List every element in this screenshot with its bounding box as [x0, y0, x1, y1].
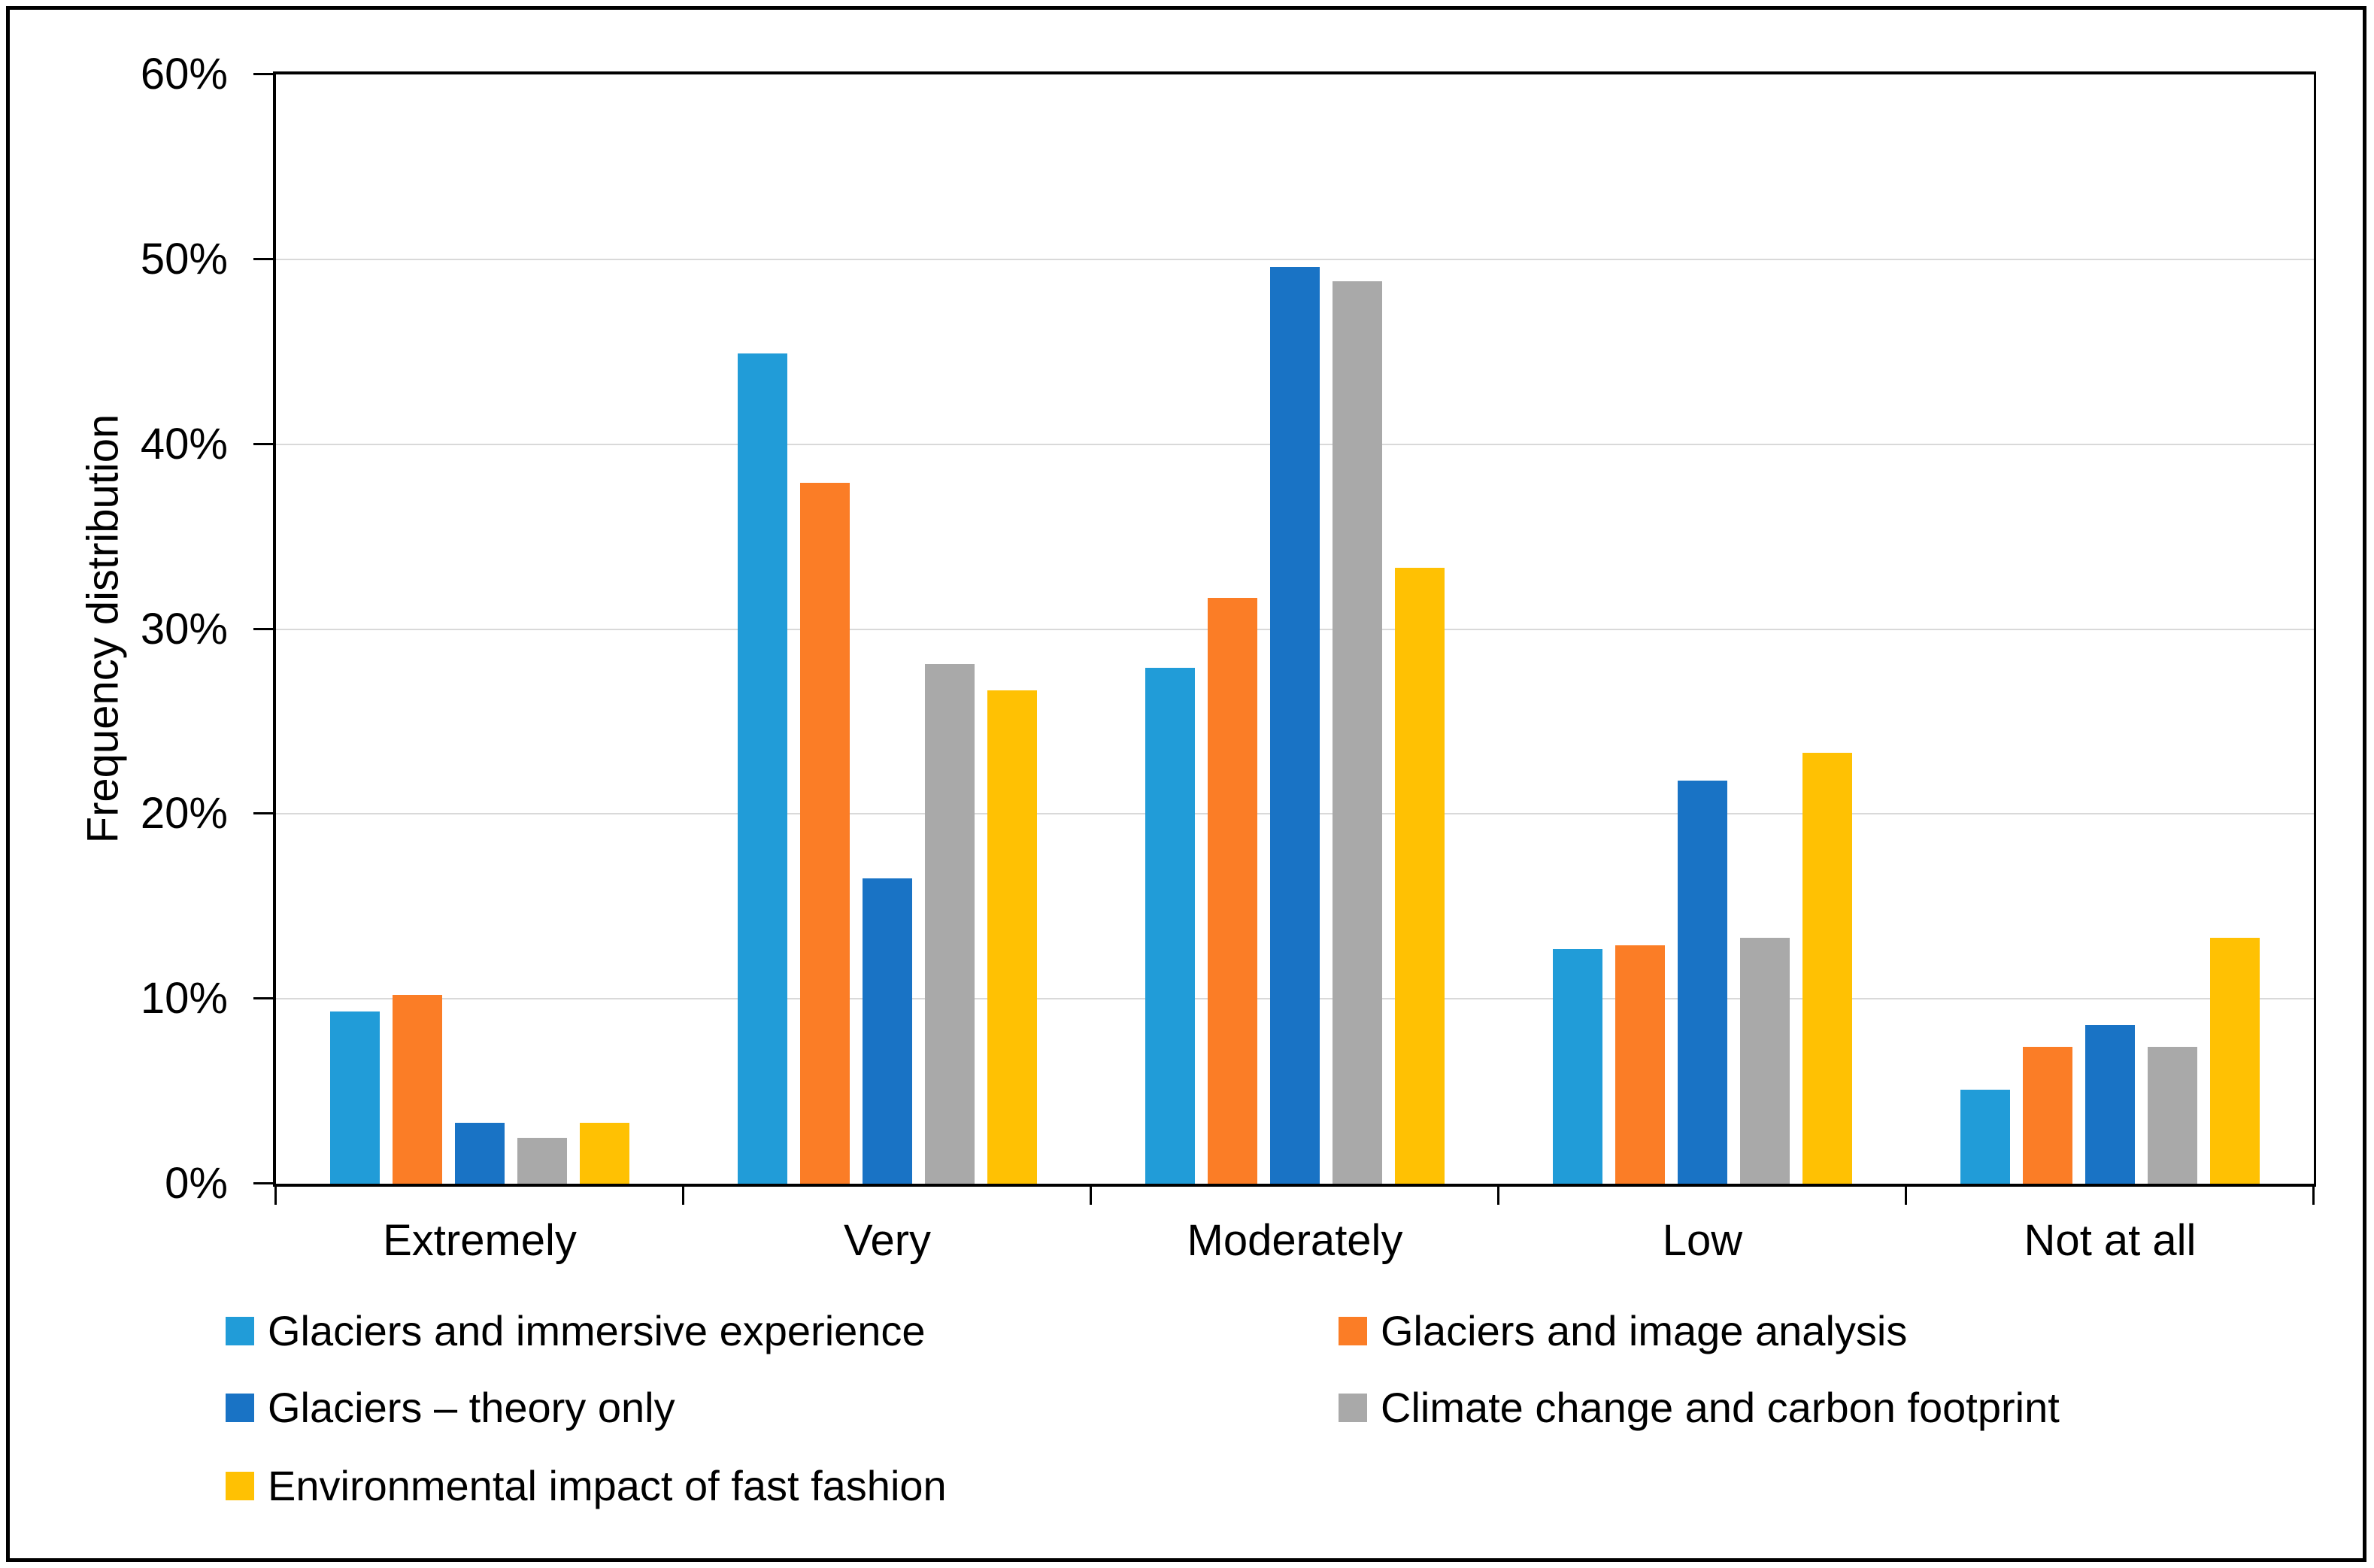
bar-s3-extremely [517, 1137, 567, 1184]
y-axis-tick [253, 1182, 274, 1184]
bar-s3-very [925, 664, 975, 1184]
bar-s4-very [987, 690, 1037, 1184]
category-label-extremely: Extremely [383, 1216, 577, 1265]
bar-s2-very [863, 878, 912, 1184]
bar-s2-extremely [455, 1122, 505, 1184]
bar-group-not-at-all [1906, 74, 2314, 1184]
legend-label-s4: Environmental impact of fast fashion [268, 1462, 947, 1509]
legend-label-s1: Glaciers and image analysis [1381, 1307, 1908, 1354]
y-axis-tick-label: 30% [140, 604, 228, 654]
y-axis-tick-label: 0% [165, 1159, 228, 1208]
figure-border [6, 6, 2366, 1562]
bar-s0-low [1553, 948, 1602, 1184]
x-axis-tick [2312, 1184, 2315, 1205]
bar-s1-extremely [393, 995, 442, 1184]
bar-group-low [1499, 74, 1906, 1184]
bar-s4-moderately [1395, 568, 1445, 1184]
bar-group-extremely [276, 74, 684, 1184]
x-axis-tick [1090, 1184, 1092, 1205]
legend-swatch-s4 [226, 1472, 254, 1500]
bar-s2-not-at-all [2085, 1024, 2135, 1184]
bar-s0-not-at-all [1960, 1089, 2010, 1184]
bar-s3-not-at-all [2148, 1047, 2197, 1184]
legend-label-s2: Glaciers – theory only [268, 1384, 675, 1431]
y-axis-tick-label: 10% [140, 974, 228, 1024]
category-label-low: Low [1662, 1216, 1743, 1265]
gridline-50 [276, 258, 2314, 260]
legend-swatch-s1 [1339, 1317, 1367, 1345]
y-axis-tick [253, 627, 274, 630]
x-axis-tick [1905, 1184, 1907, 1205]
bar-group-very [684, 74, 1091, 1184]
bar-s1-not-at-all [2023, 1047, 2072, 1184]
y-axis-tick-label: 60% [140, 50, 228, 99]
bar-s2-low [1678, 781, 1727, 1184]
y-axis-tick [253, 257, 274, 260]
bar-s3-low [1740, 938, 1790, 1184]
y-axis-tick-label: 50% [140, 234, 228, 284]
category-label-very: Very [843, 1216, 932, 1265]
legend-item-s0: Glaciers and immersive experience [226, 1310, 926, 1352]
bar-s3-moderately [1333, 281, 1382, 1184]
legend-item-s1: Glaciers and image analysis [1339, 1310, 1907, 1352]
legend-swatch-s0 [226, 1317, 254, 1345]
bar-s1-very [800, 483, 850, 1184]
legend-label-s0: Glaciers and immersive experience [268, 1307, 926, 1354]
bar-s4-extremely [580, 1122, 629, 1184]
y-axis-tick [253, 442, 274, 445]
bar-s2-moderately [1270, 266, 1320, 1184]
y-axis-tick [253, 73, 274, 75]
y-axis-tick [253, 997, 274, 1000]
category-label-moderately: Moderately [1187, 1216, 1403, 1265]
bar-s1-moderately [1208, 597, 1257, 1184]
bar-s4-low [1802, 753, 1852, 1184]
bar-s0-moderately [1145, 668, 1195, 1184]
y-axis-title: Frequency distribution [78, 414, 128, 844]
legend-item-s4: Environmental impact of fast fashion [226, 1465, 947, 1507]
bar-s4-not-at-all [2210, 938, 2260, 1184]
x-axis-tick [682, 1184, 684, 1205]
y-axis-tick [253, 812, 274, 815]
legend-label-s3: Climate change and carbon footprint [1381, 1384, 2060, 1431]
bar-group-moderately [1091, 74, 1499, 1184]
x-axis-tick [274, 1184, 277, 1205]
legend-swatch-s3 [1339, 1394, 1367, 1422]
plot-area: 0% 10% 20% 30% 40% 50% 60% Extremely Very Moderat… [141, 53, 2316, 1265]
y-axis-tick-label: 20% [140, 789, 228, 839]
legend-item-s3: Climate change and carbon footprint [1339, 1387, 2060, 1429]
legend-item-s2: Glaciers – theory only [226, 1387, 675, 1429]
bar-s0-extremely [330, 1011, 380, 1184]
legend-swatch-s2 [226, 1394, 254, 1422]
y-axis-tick-label: 40% [140, 419, 228, 469]
bar-s0-very [738, 353, 787, 1184]
x-axis-tick [1497, 1184, 1499, 1205]
category-label-not-at-all: Not at all [2024, 1216, 2197, 1265]
bar-s1-low [1615, 945, 1665, 1184]
